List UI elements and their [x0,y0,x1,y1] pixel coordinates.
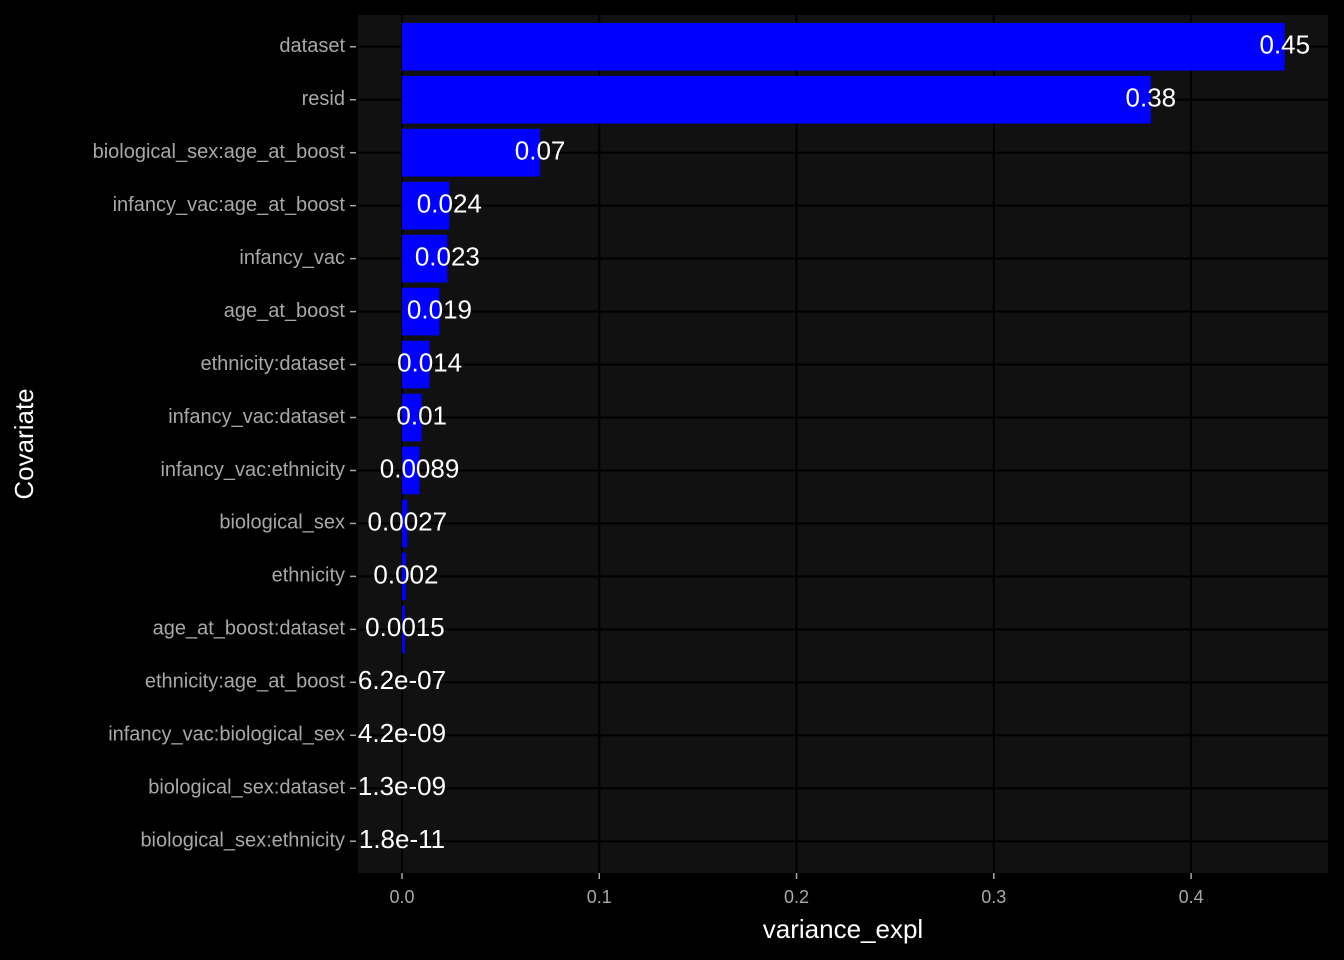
bar [401,605,405,654]
value-label: 0.024 [417,189,482,219]
x-tick-label: 0.4 [1179,887,1204,907]
value-label: 0.45 [1259,30,1310,60]
bar [401,552,406,601]
bar [401,22,1285,71]
y-tick-label: infancy_vac:dataset [168,406,345,428]
value-label: 0.01 [396,400,447,430]
x-tick-label: 0.3 [981,887,1006,907]
x-tick-label: 0.1 [587,887,612,907]
value-label: 0.023 [415,242,480,272]
y-tick-label: age_at_boost [224,300,346,322]
value-label: 0.019 [407,294,472,324]
y-tick-label: ethnicity [272,565,345,587]
value-label: 6.2e-07 [358,665,446,695]
x-tick-label: 0.2 [784,887,809,907]
y-tick-label: ethnicity:dataset [200,353,345,375]
y-tick-label: age_at_boost:dataset [153,618,346,640]
value-label: 0.0015 [365,612,445,642]
bar [401,234,448,283]
value-label: 4.2e-09 [358,718,446,748]
y-tick-label: infancy_vac:biological_sex [108,724,345,746]
y-tick-label: infancy_vac:ethnicity [160,459,345,481]
y-axis-title: Covariate [9,388,39,499]
bar [401,446,420,495]
bar [401,181,450,230]
y-tick-label: biological_sex:dataset [148,777,345,799]
value-label: 0.07 [515,136,566,166]
y-tick-label: infancy_vac [239,247,345,269]
bar [401,340,430,389]
bar [401,499,408,548]
y-tick-label: dataset [279,35,345,57]
bar [401,393,422,442]
value-label: 1.8e-11 [359,824,445,854]
bar [401,75,1151,124]
bar [401,287,440,336]
value-label: 0.0089 [380,453,460,483]
value-label: 0.014 [397,347,462,377]
value-label: 0.0027 [368,506,448,536]
value-label: 0.38 [1126,83,1177,113]
value-label: 0.002 [373,559,438,589]
x-axis-title: variance_expl [763,914,923,944]
y-tick-label: biological_sex [219,512,345,534]
y-tick-label: resid [302,88,345,110]
bar [401,128,541,177]
y-tick-label: biological_sex:age_at_boost [93,141,346,163]
y-tick-label: ethnicity:age_at_boost [145,671,346,693]
y-tick-label: biological_sex:ethnicity [140,830,345,852]
x-tick-label: 0.0 [389,887,414,907]
y-tick-label: infancy_vac:age_at_boost [113,194,346,216]
value-label: 1.3e-09 [358,771,446,801]
